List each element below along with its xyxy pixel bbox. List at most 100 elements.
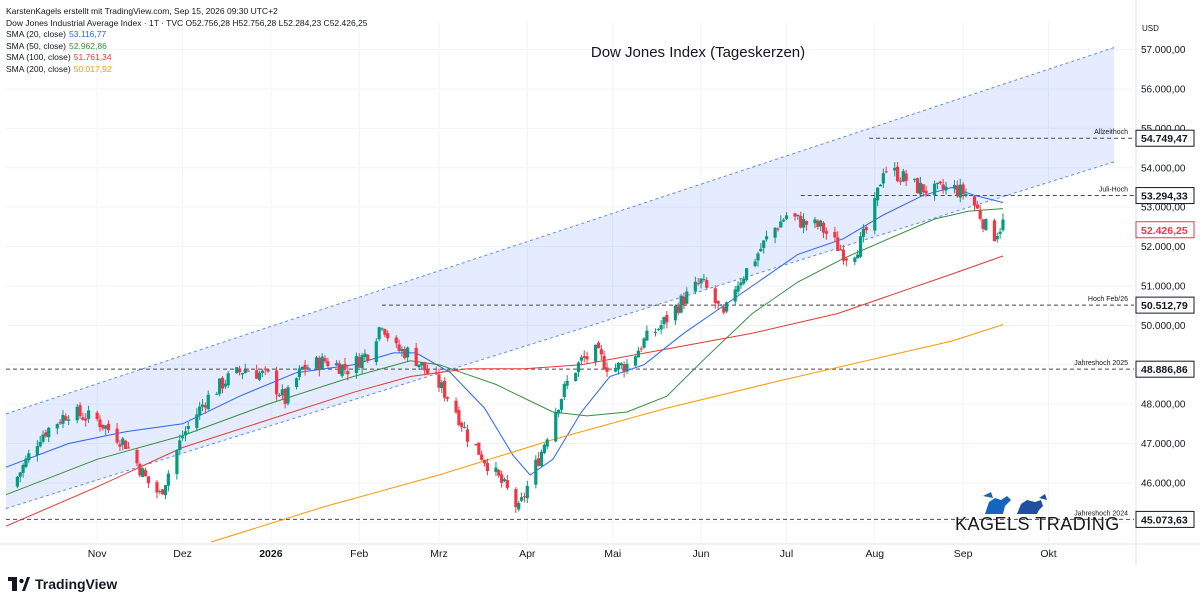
- candle-body[interactable]: [662, 317, 666, 325]
- candle-body[interactable]: [972, 196, 977, 206]
- candle-body[interactable]: [263, 368, 267, 370]
- candle-body[interactable]: [975, 204, 979, 209]
- candle-body[interactable]: [576, 362, 581, 373]
- candle-body[interactable]: [696, 283, 700, 285]
- sma-line-3[interactable]: [210, 324, 1004, 543]
- candle-body[interactable]: [257, 372, 262, 380]
- candle-body[interactable]: [813, 219, 817, 224]
- candle-body[interactable]: [519, 497, 524, 501]
- candle-body[interactable]: [480, 454, 484, 460]
- candle-body[interactable]: [764, 236, 769, 240]
- candle-body[interactable]: [124, 440, 128, 449]
- candle-body[interactable]: [596, 342, 601, 349]
- candle-body[interactable]: [924, 190, 928, 194]
- candle-body[interactable]: [186, 426, 190, 429]
- candle-body[interactable]: [363, 353, 367, 357]
- candle-body[interactable]: [437, 374, 441, 388]
- candle-body[interactable]: [742, 278, 746, 284]
- candle-body[interactable]: [243, 369, 247, 373]
- candle-body[interactable]: [613, 367, 618, 372]
- candle-body[interactable]: [203, 405, 207, 408]
- candle-body[interactable]: [816, 220, 820, 227]
- candle-body[interactable]: [853, 257, 857, 262]
- candle-body[interactable]: [44, 432, 48, 437]
- candle-body[interactable]: [477, 442, 481, 455]
- candle-body[interactable]: [557, 409, 561, 414]
- candle-body[interactable]: [898, 180, 903, 182]
- candle-body[interactable]: [602, 355, 606, 370]
- candle-body[interactable]: [337, 363, 341, 374]
- candle-body[interactable]: [286, 387, 290, 404]
- candle-body[interactable]: [673, 305, 677, 321]
- candlesticks[interactable]: [15, 162, 1005, 513]
- candle-body[interactable]: [340, 364, 344, 376]
- candle-body[interactable]: [138, 463, 142, 476]
- channel-lower-line[interactable]: [5, 161, 1115, 509]
- candle-body[interactable]: [383, 329, 387, 335]
- candle-body[interactable]: [762, 240, 766, 249]
- channel-upper-line[interactable]: [5, 47, 1115, 415]
- candle-body[interactable]: [18, 472, 22, 477]
- candle-body[interactable]: [642, 338, 646, 348]
- candle-body[interactable]: [784, 215, 789, 219]
- candle-body[interactable]: [61, 415, 65, 424]
- candle-body[interactable]: [47, 427, 51, 438]
- candle-body[interactable]: [181, 436, 185, 439]
- candle-body[interactable]: [719, 304, 723, 306]
- candle-body[interactable]: [582, 356, 586, 358]
- candle-body[interactable]: [699, 278, 703, 284]
- candle-body[interactable]: [585, 356, 589, 360]
- candle-body[interactable]: [745, 268, 749, 281]
- candle-body[interactable]: [104, 425, 108, 429]
- candle-body[interactable]: [417, 364, 421, 368]
- candle-body[interactable]: [460, 422, 464, 428]
- candle-body[interactable]: [525, 485, 529, 499]
- candle-body[interactable]: [215, 393, 219, 395]
- candle-body[interactable]: [881, 173, 885, 184]
- candle-body[interactable]: [636, 350, 640, 358]
- candle-body[interactable]: [844, 258, 848, 261]
- legend-item-sma-0[interactable]: SMA (20, close) 53.116,77: [6, 29, 368, 41]
- candle-body[interactable]: [716, 300, 720, 304]
- candle-body[interactable]: [78, 405, 82, 417]
- candle-body[interactable]: [864, 227, 868, 231]
- candle-body[interactable]: [266, 369, 270, 372]
- sma-line-2[interactable]: [5, 255, 1004, 527]
- candle-body[interactable]: [297, 368, 301, 378]
- candle-body[interactable]: [500, 474, 504, 483]
- candle-body[interactable]: [633, 356, 638, 366]
- candle-body[interactable]: [539, 451, 544, 467]
- candle-body[interactable]: [776, 228, 780, 230]
- candle-body[interactable]: [397, 344, 401, 351]
- candle-body[interactable]: [317, 358, 321, 371]
- candle-body[interactable]: [722, 306, 726, 313]
- candle-body[interactable]: [836, 237, 840, 251]
- candle-body[interactable]: [779, 221, 783, 228]
- candle-body[interactable]: [334, 363, 339, 366]
- candle-body[interactable]: [141, 468, 145, 478]
- candle-body[interactable]: [824, 231, 828, 234]
- candle-body[interactable]: [705, 280, 709, 288]
- candle-body[interactable]: [645, 330, 649, 341]
- candle-body[interactable]: [676, 306, 680, 313]
- candle-body[interactable]: [733, 289, 737, 302]
- candle-body[interactable]: [893, 167, 897, 171]
- candle-body[interactable]: [106, 423, 111, 431]
- candle-body[interactable]: [485, 463, 489, 471]
- candle-body[interactable]: [38, 441, 42, 447]
- candle-body[interactable]: [454, 400, 458, 413]
- candle-body[interactable]: [320, 356, 324, 370]
- symbol-name[interactable]: Dow Jones Industrial Average Index · 1T …: [6, 17, 184, 28]
- symbol-row[interactable]: Dow Jones Industrial Average Index · 1T …: [6, 18, 368, 30]
- candle-body[interactable]: [494, 467, 498, 472]
- candle-body[interactable]: [858, 236, 863, 257]
- candle-body[interactable]: [101, 424, 105, 429]
- candle-body[interactable]: [67, 419, 71, 421]
- candle-body[interactable]: [756, 253, 760, 261]
- candle-body[interactable]: [574, 372, 578, 381]
- candle-body[interactable]: [904, 173, 908, 181]
- candle-body[interactable]: [884, 171, 888, 173]
- candle-body[interactable]: [377, 327, 381, 340]
- candle-body[interactable]: [118, 444, 122, 447]
- candle-body[interactable]: [505, 480, 509, 488]
